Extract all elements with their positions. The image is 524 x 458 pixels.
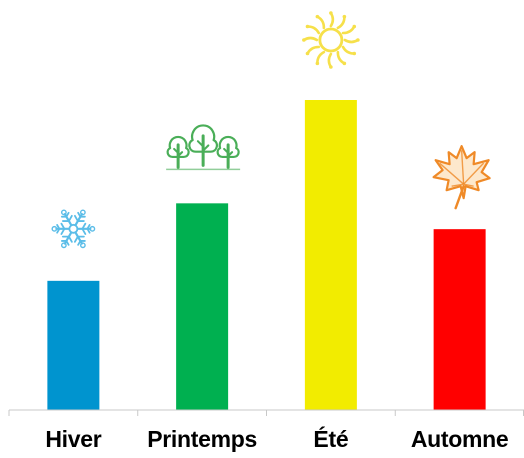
bar-hiver (47, 280, 100, 410)
bars-layer (47, 100, 486, 410)
x-axis (8, 409, 524, 416)
bar-automne (433, 229, 486, 410)
icons-layer (51, 11, 491, 249)
category-label-hiver: Hiver (45, 426, 102, 452)
category-label-printemps: Printemps (147, 426, 258, 452)
category-label-automne: Automne (410, 426, 509, 452)
bar-ete (304, 100, 357, 410)
trees-icon (166, 124, 241, 171)
sun-icon (302, 11, 360, 69)
maple-leaf-icon (432, 145, 491, 210)
bar-printemps (176, 203, 229, 410)
category-label-ete: Été (313, 426, 349, 452)
snowflake-icon (51, 209, 96, 249)
